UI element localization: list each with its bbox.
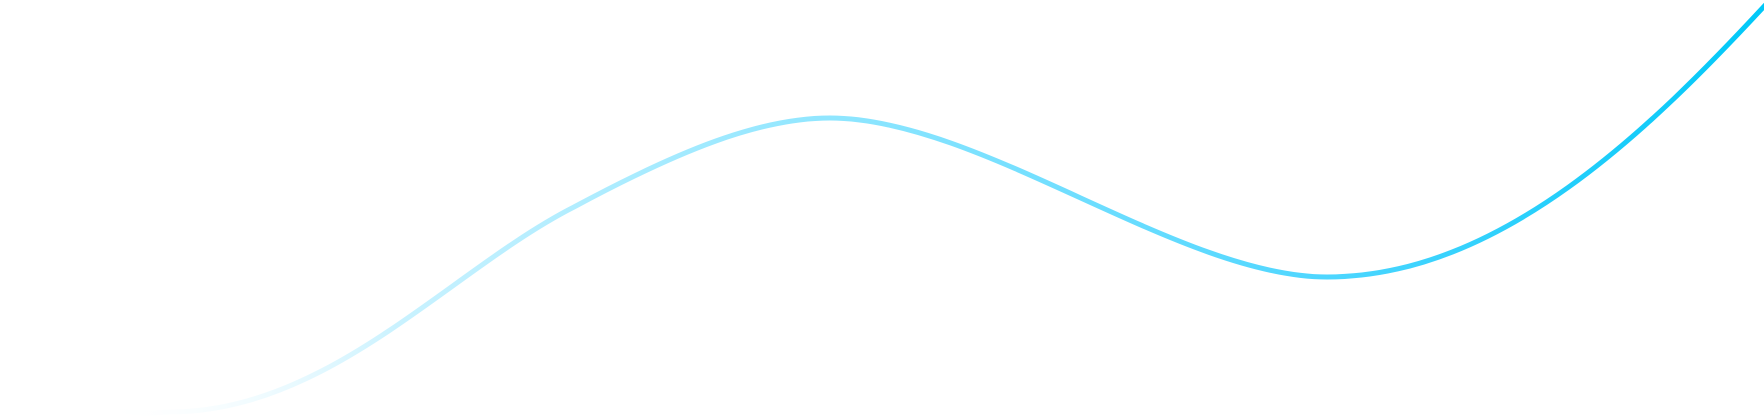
wave-line [97,2,1764,416]
